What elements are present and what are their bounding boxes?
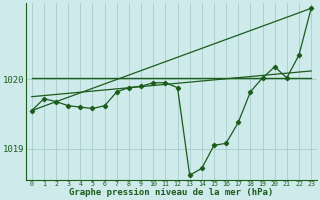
X-axis label: Graphe pression niveau de la mer (hPa): Graphe pression niveau de la mer (hPa) [69,188,274,197]
